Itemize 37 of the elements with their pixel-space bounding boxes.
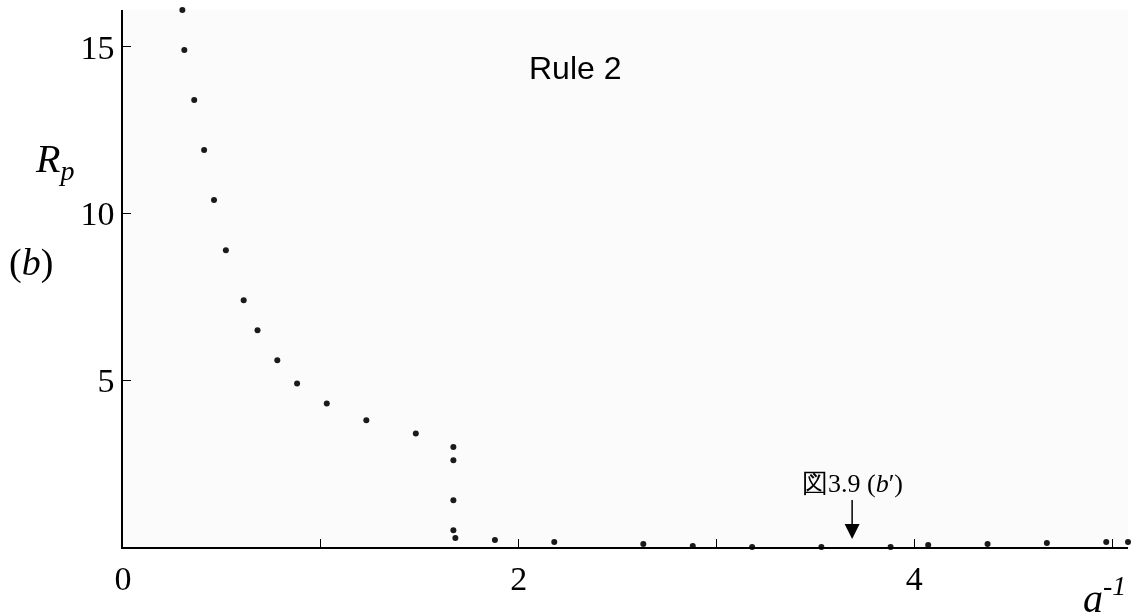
point <box>222 247 229 254</box>
point <box>450 457 457 464</box>
point <box>450 443 457 450</box>
point <box>363 417 370 424</box>
point <box>412 430 419 437</box>
point <box>491 537 498 543</box>
point <box>191 97 198 104</box>
text: Rule 2 <box>529 50 622 86</box>
y-tick-label: 5 <box>97 362 115 400</box>
point <box>984 541 991 547</box>
point <box>925 542 932 548</box>
point <box>201 147 208 154</box>
point <box>323 400 330 407</box>
x-tick-label: 2 <box>510 559 528 597</box>
x-tick-label: 4 <box>905 559 923 597</box>
point <box>450 497 457 504</box>
point <box>294 380 301 387</box>
y-tick-label: 15 <box>80 28 115 66</box>
point <box>181 47 188 54</box>
point <box>254 327 261 334</box>
x-axis-title: a$^{-1}$ <box>1083 570 1127 613</box>
point <box>274 357 281 364</box>
x-tick-label: 0 <box>114 559 132 597</box>
point <box>640 541 647 547</box>
point <box>1125 539 1131 545</box>
point <box>1103 539 1110 545</box>
y-axis-title: R$_{p}$ <box>35 136 75 187</box>
point <box>179 7 186 13</box>
point <box>240 297 247 304</box>
text: (b) <box>9 241 54 284</box>
annotation: 図3.9 (b′) <box>802 469 904 498</box>
point <box>450 527 457 534</box>
point <box>1043 540 1050 546</box>
point <box>551 539 558 545</box>
y-tick-label: 10 <box>80 195 115 233</box>
point <box>452 534 459 541</box>
point <box>211 197 217 204</box>
